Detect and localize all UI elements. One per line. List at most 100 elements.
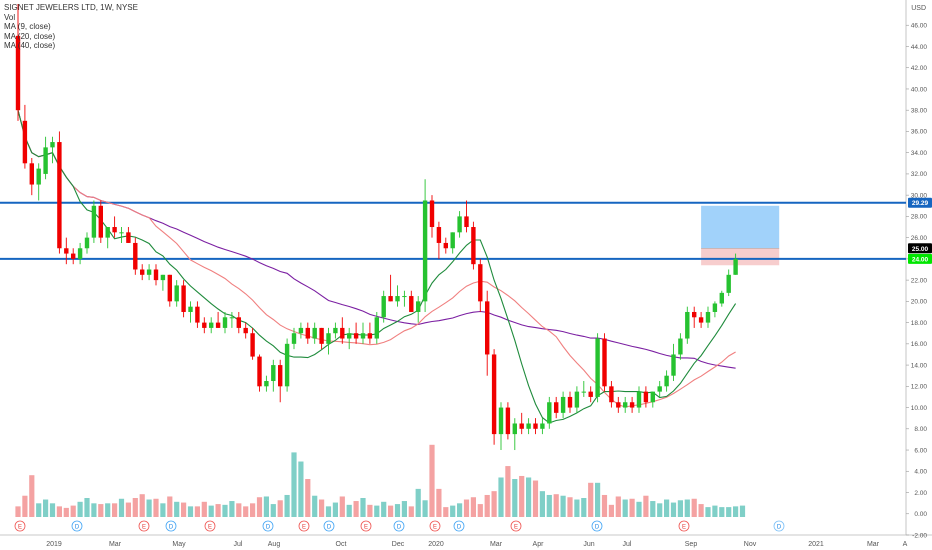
candle-body	[540, 423, 545, 429]
target-zone[interactable]	[701, 205, 780, 249]
symbol-title: SIGNET JEWELERS LTD, 1W, NYSE	[4, 3, 138, 12]
dividend-marker[interactable]	[453, 520, 465, 532]
earnings-marker[interactable]	[138, 520, 150, 532]
candle-body	[698, 317, 704, 323]
volume-bar	[132, 498, 138, 517]
candle-body	[271, 365, 276, 382]
candle-body	[50, 142, 55, 148]
event-marker-label: D	[777, 524, 782, 530]
time-tick-label: Mar	[109, 541, 122, 548]
candle-body	[629, 402, 635, 408]
last-price-badge	[908, 253, 932, 264]
candle-body	[71, 253, 76, 259]
earnings-marker[interactable]	[298, 520, 310, 532]
price-tick-label: 10.00	[911, 405, 928, 412]
candle-body	[719, 292, 724, 304]
dividend-marker[interactable]	[165, 520, 177, 532]
price-tick-label: 34.00	[911, 150, 928, 157]
candle-body	[202, 322, 207, 328]
candle-body	[374, 317, 379, 339]
volume-bar	[374, 505, 380, 517]
candle-body	[443, 242, 448, 249]
candle-body	[209, 322, 214, 328]
volume-bar	[512, 479, 518, 517]
earnings-marker[interactable]	[204, 520, 216, 532]
volume-bar	[698, 504, 704, 517]
volume-bar	[381, 501, 387, 517]
volume-bar	[360, 498, 366, 517]
dividend-marker[interactable]	[71, 520, 83, 532]
price-tick-label: 46.00	[911, 23, 928, 30]
candle-body	[402, 296, 407, 298]
candle-body	[657, 386, 662, 392]
dividend-marker[interactable]	[773, 520, 785, 532]
event-marker-label: E	[433, 524, 437, 530]
volume-bar	[608, 504, 614, 517]
legend-ma-fast: MA (9, close)	[4, 22, 51, 31]
volume-bar	[215, 504, 221, 517]
volume-bar	[712, 505, 718, 517]
volume-bar	[567, 497, 573, 517]
volume-bar	[36, 503, 42, 517]
volume-bar	[560, 495, 566, 517]
volume-bar	[77, 501, 83, 517]
candle-body	[471, 227, 476, 265]
candle-body	[22, 120, 28, 164]
legend-ma-slow: MA (40, close)	[4, 41, 56, 50]
candle-body	[650, 391, 655, 403]
volume-bar	[319, 499, 325, 517]
candle-body	[236, 317, 241, 328]
volume-bar	[63, 507, 69, 517]
volume-bar	[118, 498, 125, 517]
volume-bar	[477, 504, 483, 517]
event-marker-label: D	[266, 524, 271, 530]
price-tick-label: 6.00	[914, 447, 927, 454]
volume-bar	[408, 506, 414, 517]
time-tick-label: Nov	[744, 541, 757, 548]
volume-bar	[595, 482, 601, 517]
candle-body	[533, 423, 538, 429]
price-tick-label: 30.00	[911, 192, 928, 199]
volume-bar	[167, 496, 173, 517]
volume-bar	[436, 488, 442, 517]
price-tick-label: 32.00	[911, 171, 928, 178]
candle-body	[353, 333, 359, 339]
dividend-marker[interactable]	[591, 520, 603, 532]
candle-body	[77, 248, 83, 259]
dividend-marker[interactable]	[323, 520, 335, 532]
candle-body	[436, 227, 442, 243]
volume-bar	[332, 502, 338, 517]
level-price-badge	[908, 243, 932, 254]
earnings-marker[interactable]	[360, 520, 372, 532]
volume-bar	[581, 498, 587, 517]
candle-body	[215, 322, 221, 328]
price-tick-label: 22.00	[911, 277, 928, 284]
event-marker-label: E	[302, 524, 306, 530]
volume-bar	[629, 498, 635, 517]
time-tick-label: Jun	[583, 541, 594, 548]
earnings-marker[interactable]	[678, 520, 690, 532]
candle-body	[602, 338, 607, 387]
volume-bar	[236, 503, 242, 517]
candle-body	[112, 227, 117, 233]
volume-bar	[664, 499, 670, 517]
volume-bar	[415, 488, 421, 517]
candle-body	[554, 402, 559, 413]
volume-bar	[84, 498, 90, 517]
earnings-marker[interactable]	[14, 520, 26, 532]
event-marker-label: E	[682, 524, 686, 530]
stop-zone[interactable]	[701, 248, 780, 266]
candle-body	[305, 327, 310, 339]
candle-body	[409, 296, 414, 312]
volume-bar	[15, 506, 21, 517]
earnings-marker[interactable]	[510, 520, 522, 532]
dividend-marker[interactable]	[262, 520, 274, 532]
candle-body	[174, 285, 179, 302]
candle-body	[229, 317, 235, 319]
candle-body	[312, 327, 317, 339]
earnings-marker[interactable]	[429, 520, 441, 532]
price-tick-label: 36.00	[911, 129, 928, 136]
dividend-marker[interactable]	[393, 520, 405, 532]
level-price-badge-label: 25.00	[912, 246, 929, 253]
